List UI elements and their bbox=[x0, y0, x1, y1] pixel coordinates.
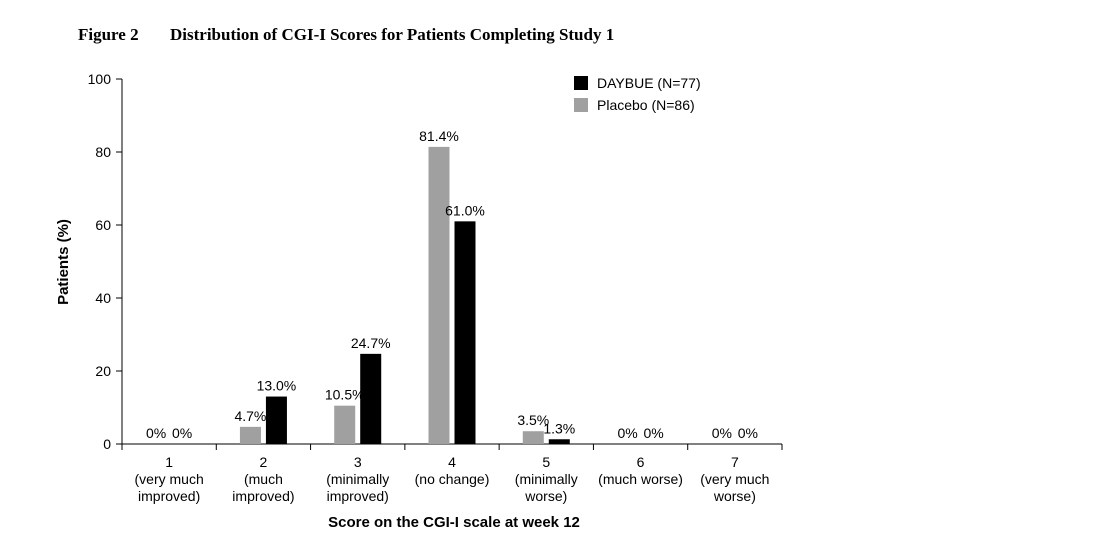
bar-value-label-daybue: 0% bbox=[738, 425, 758, 441]
x-tick-label: 2 bbox=[260, 454, 268, 470]
bar-placebo bbox=[334, 405, 356, 444]
legend-swatch-daybue bbox=[574, 76, 588, 90]
x-tick-label: (much bbox=[244, 471, 283, 487]
y-tick-label: 80 bbox=[95, 144, 111, 160]
bar-daybue bbox=[265, 396, 287, 444]
x-tick-label: improved) bbox=[232, 488, 294, 504]
figure-title: Distribution of CGI-I Scores for Patient… bbox=[170, 25, 614, 44]
legend-label-daybue: DAYBUE (N=77) bbox=[597, 75, 701, 91]
x-tick-label: 7 bbox=[731, 454, 739, 470]
bar-value-label-daybue: 24.7% bbox=[351, 335, 391, 351]
figure-label: Figure 2 bbox=[78, 25, 139, 44]
x-tick-label: (very much bbox=[135, 471, 204, 487]
x-tick-label: (minimally bbox=[515, 471, 578, 487]
x-tick-label: improved) bbox=[327, 488, 389, 504]
y-tick-label: 0 bbox=[103, 436, 111, 452]
x-tick-label: 3 bbox=[354, 454, 362, 470]
bar-value-label-daybue: 1.3% bbox=[543, 420, 575, 436]
bar-value-label-placebo: 0% bbox=[712, 425, 732, 441]
bar-placebo bbox=[428, 146, 450, 444]
legend-label-placebo: Placebo (N=86) bbox=[597, 97, 695, 113]
legend-swatch-placebo bbox=[574, 98, 588, 112]
y-tick-label: 60 bbox=[95, 217, 111, 233]
bar-value-label-placebo: 10.5% bbox=[325, 387, 365, 403]
y-axis-title: Patients (%) bbox=[55, 219, 72, 305]
y-tick-label: 100 bbox=[88, 71, 112, 87]
x-tick-label: worse) bbox=[524, 488, 567, 504]
bar-value-label-daybue: 61.0% bbox=[445, 202, 485, 218]
x-tick-label: 1 bbox=[165, 454, 173, 470]
bar-value-label-daybue: 0% bbox=[172, 425, 192, 441]
bar-value-label-daybue: 13.0% bbox=[257, 378, 297, 394]
bar-value-label-placebo: 0% bbox=[617, 425, 637, 441]
x-tick-label: 6 bbox=[637, 454, 645, 470]
bar-daybue bbox=[548, 439, 570, 444]
bar-value-label-placebo: 0% bbox=[146, 425, 166, 441]
bar-value-label-placebo: 3.5% bbox=[517, 412, 549, 428]
bar-daybue bbox=[454, 221, 476, 444]
y-tick-label: 20 bbox=[95, 363, 111, 379]
y-tick-label: 40 bbox=[95, 290, 111, 306]
bar-value-label-placebo: 4.7% bbox=[234, 408, 266, 424]
bar-daybue bbox=[360, 353, 382, 444]
x-tick-label: (no change) bbox=[415, 471, 490, 487]
bar-placebo bbox=[239, 426, 261, 444]
x-tick-label: 5 bbox=[542, 454, 550, 470]
x-axis-title: Score on the CGI-I scale at week 12 bbox=[328, 514, 580, 531]
bar-value-label-daybue: 0% bbox=[643, 425, 663, 441]
x-tick-label: (very much bbox=[700, 471, 769, 487]
x-tick-label: improved) bbox=[138, 488, 200, 504]
bar-placebo bbox=[522, 431, 544, 444]
x-tick-label: worse) bbox=[713, 488, 756, 504]
bar-value-label-placebo: 81.4% bbox=[419, 128, 459, 144]
x-tick-label: (much worse) bbox=[598, 471, 683, 487]
x-tick-label: 4 bbox=[448, 454, 456, 470]
x-tick-label: (minimally bbox=[326, 471, 389, 487]
